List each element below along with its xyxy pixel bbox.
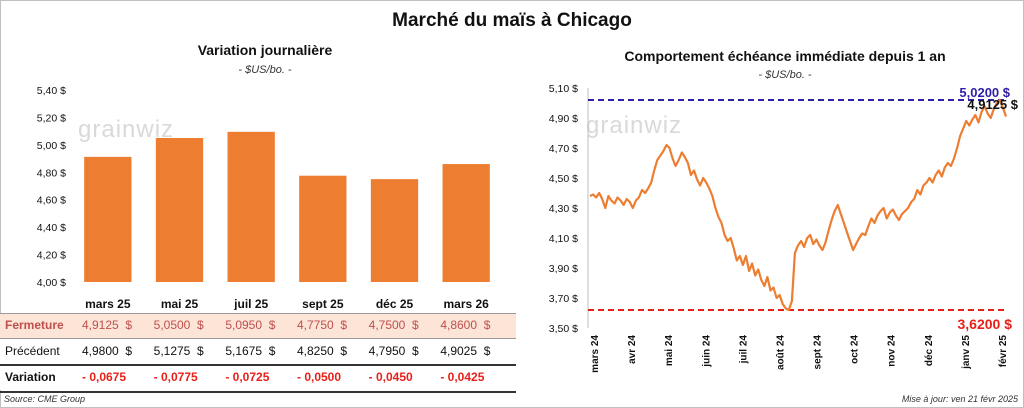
table-cell: - 0,0425 [440, 370, 485, 384]
x-tick-label: avr 24 [627, 335, 638, 364]
y-tick-label: 3,90 $ [549, 263, 578, 275]
price-line [589, 98, 1008, 312]
right-chart-title: Comportement échéance immédiate depuis 1… [624, 48, 946, 64]
x-tick-label: déc 24 [924, 335, 935, 367]
x-tick-label: févr 25 [998, 335, 1009, 368]
table-cell: - 0,0775 [153, 370, 198, 384]
row-label: Fermeture [5, 318, 64, 332]
bar [299, 175, 347, 282]
table-cell: - 0,0675 [82, 370, 127, 384]
min-value-label: 3,6200 $ [958, 316, 1013, 332]
y-tick-label: 4,20 $ [37, 250, 66, 262]
table-cell: - 0,0450 [368, 370, 413, 384]
table-cell: 4,9125 $ [82, 318, 133, 332]
x-tick-label: janv 25 [961, 335, 972, 370]
x-tick-label: mai 24 [664, 335, 675, 367]
max-value-label: 5,0200 $ [959, 85, 1010, 100]
source-label: Source: CME Group [4, 394, 86, 404]
table-cell: 5,0500 $ [153, 318, 204, 332]
y-tick-label: 4,40 $ [37, 222, 66, 234]
table-row-fermeture: Fermeture 4,9125 $ 5,0500 $ 5,0950 $ 4,7750 … [0, 313, 516, 338]
y-tick-label: 4,50 $ [549, 173, 578, 185]
x-tick-label: juil 24 [738, 335, 749, 365]
x-tick-label: juin 24 [701, 335, 712, 368]
bar [370, 179, 419, 282]
last-value-label: 4,9125 $ [967, 97, 1018, 112]
table-row-variation: Variation - 0,0675 - 0,0775 - 0,0725 - 0,050… [0, 365, 516, 390]
row-label: Variation [5, 370, 56, 384]
y-tick-label: 4,60 $ [37, 195, 66, 207]
y-tick-label: 4,70 $ [549, 143, 578, 155]
left-chart-unit: - $US/bo. - [238, 64, 292, 76]
y-tick-label: 5,00 $ [37, 140, 66, 152]
y-tick-label: 5,10 $ [549, 83, 578, 95]
y-tick-label: 5,20 $ [37, 112, 66, 124]
table-cell: 4,9025 $ [440, 344, 491, 358]
y-tick-label: 4,00 $ [37, 277, 66, 289]
table-cell: 5,1675 $ [225, 344, 276, 358]
bar [227, 131, 275, 282]
category-label: déc 25 [376, 297, 414, 310]
table-cell: 4,7500 $ [368, 318, 419, 332]
table-cell: 5,1275 $ [153, 344, 204, 358]
bar [442, 164, 490, 282]
table-cell: 4,8600 $ [440, 318, 491, 332]
right-watermark-logo: grainwiz [586, 112, 683, 139]
table-divider [0, 313, 516, 314]
table-cell: 4,7950 $ [368, 344, 419, 358]
table-cell: 4,7750 $ [297, 318, 348, 332]
left-chart-title: Variation journalière [197, 42, 333, 58]
y-tick-label: 4,10 $ [549, 233, 578, 245]
table-divider [0, 364, 516, 366]
x-tick-label: août 24 [775, 335, 786, 370]
bar [84, 156, 132, 282]
y-tick-label: 3,50 $ [549, 323, 578, 335]
table-cell: 5,0950 $ [225, 318, 276, 332]
updated-label: Mise à jour: ven 21 févr 2025 [901, 394, 1018, 404]
row-label: Précédent [5, 344, 60, 358]
main-title: Marché du maïs à Chicago [392, 10, 632, 31]
category-label: sept 25 [302, 297, 344, 310]
right-chart-unit: - $US/bo. - [758, 69, 812, 81]
x-tick-label: nov 24 [887, 335, 898, 367]
y-tick-label: 4,30 $ [549, 203, 578, 215]
bar [155, 138, 204, 282]
table-cell: - 0,0725 [225, 370, 270, 384]
y-tick-label: 3,70 $ [549, 293, 578, 305]
table-divider [0, 391, 516, 393]
x-tick-label: mars 24 [590, 335, 601, 373]
y-tick-label: 4,90 $ [549, 113, 578, 125]
category-label: juil 25 [233, 297, 268, 310]
table-cell: 4,9800 $ [82, 344, 133, 358]
y-tick-label: 5,40 $ [37, 85, 66, 97]
table-row-precedent: Précédent 4,9800 $ 5,1275 $ 5,1675 $ 4,8250 … [0, 339, 516, 364]
category-label: mai 25 [161, 297, 199, 310]
y-tick-label: 4,80 $ [37, 167, 66, 179]
left-bar-chart: 4,00 $ 4,20 $ 4,40 $ 4,60 $ 4,80 $ 5,00 $ 5,20… [37, 85, 490, 310]
x-tick-label: oct 24 [850, 335, 861, 364]
table-cell: - 0,0500 [297, 370, 342, 384]
x-tick-label: sept 24 [813, 335, 824, 370]
table-cell: 4,8250 $ [297, 344, 348, 358]
category-label: mars 26 [443, 297, 489, 310]
table-divider [0, 338, 516, 339]
category-label: mars 25 [85, 297, 131, 310]
